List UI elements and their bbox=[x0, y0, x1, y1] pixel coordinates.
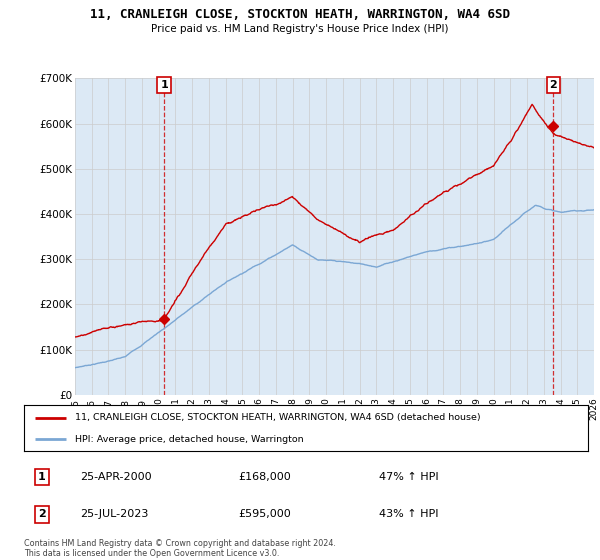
Text: This data is licensed under the Open Government Licence v3.0.: This data is licensed under the Open Gov… bbox=[24, 549, 280, 558]
Text: Contains HM Land Registry data © Crown copyright and database right 2024.: Contains HM Land Registry data © Crown c… bbox=[24, 539, 336, 548]
Text: 11, CRANLEIGH CLOSE, STOCKTON HEATH, WARRINGTON, WA4 6SD (detached house): 11, CRANLEIGH CLOSE, STOCKTON HEATH, WAR… bbox=[75, 413, 481, 422]
Text: £168,000: £168,000 bbox=[238, 472, 291, 482]
Text: 25-APR-2000: 25-APR-2000 bbox=[80, 472, 152, 482]
Text: 1: 1 bbox=[38, 472, 46, 482]
Text: 25-JUL-2023: 25-JUL-2023 bbox=[80, 510, 149, 520]
Text: Price paid vs. HM Land Registry's House Price Index (HPI): Price paid vs. HM Land Registry's House … bbox=[151, 24, 449, 34]
Text: 43% ↑ HPI: 43% ↑ HPI bbox=[379, 510, 439, 520]
Text: HPI: Average price, detached house, Warrington: HPI: Average price, detached house, Warr… bbox=[75, 435, 304, 444]
Text: 11, CRANLEIGH CLOSE, STOCKTON HEATH, WARRINGTON, WA4 6SD: 11, CRANLEIGH CLOSE, STOCKTON HEATH, WAR… bbox=[90, 8, 510, 21]
Text: 47% ↑ HPI: 47% ↑ HPI bbox=[379, 472, 439, 482]
Text: £595,000: £595,000 bbox=[238, 510, 291, 520]
Text: 2: 2 bbox=[550, 80, 557, 90]
Text: 1: 1 bbox=[160, 80, 168, 90]
Text: 2: 2 bbox=[38, 510, 46, 520]
